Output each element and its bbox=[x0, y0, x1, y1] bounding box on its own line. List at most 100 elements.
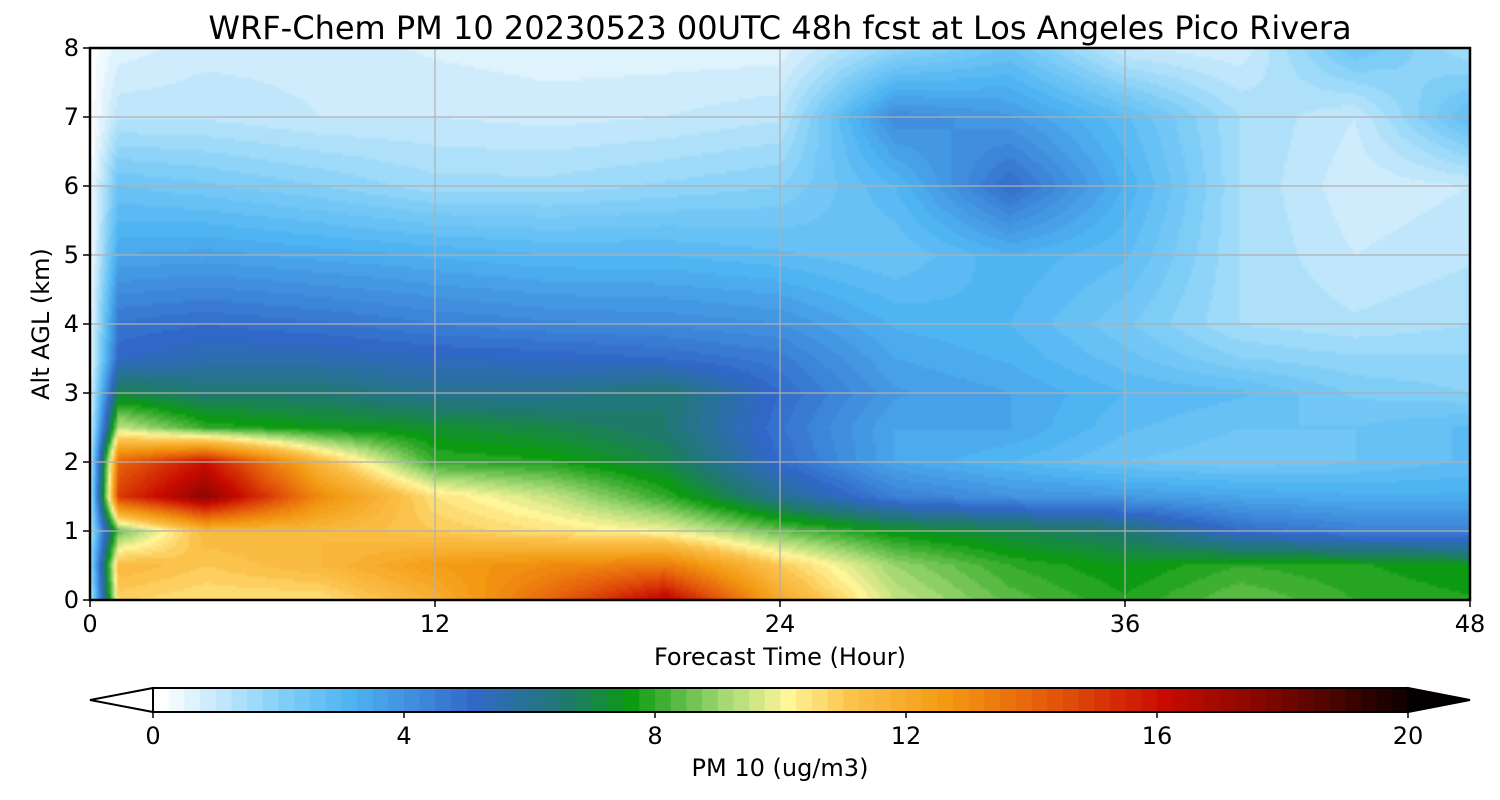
colorbar-swatch bbox=[247, 688, 264, 712]
y-tick-label: 0 bbox=[64, 586, 79, 614]
colorbar-swatch bbox=[655, 688, 672, 712]
colorbar-label: PM 10 (ug/m3) bbox=[692, 754, 869, 782]
colorbar-swatch bbox=[1282, 688, 1299, 712]
colorbar-swatch bbox=[1047, 688, 1064, 712]
colorbar-swatch bbox=[937, 688, 954, 712]
colorbar-swatch bbox=[686, 688, 703, 712]
colorbar-swatch bbox=[1062, 688, 1080, 712]
colorbar-swatch bbox=[513, 688, 531, 712]
colorbar-swatch bbox=[717, 688, 735, 712]
colorbar-swatch bbox=[1078, 688, 1095, 712]
colorbar-swatch bbox=[498, 688, 515, 712]
colorbar-swatch bbox=[780, 688, 797, 712]
colorbar-swatch bbox=[1094, 688, 1111, 712]
colorbar-swatch bbox=[168, 688, 185, 712]
colorbar-swatch bbox=[1015, 688, 1033, 712]
colorbar-tick-label: 8 bbox=[647, 722, 662, 750]
colorbar-swatch bbox=[341, 688, 358, 712]
colorbar-swatch bbox=[278, 688, 295, 712]
colorbar-swatch bbox=[811, 688, 829, 712]
y-tick-label: 7 bbox=[64, 103, 79, 131]
colorbar-swatch bbox=[576, 688, 593, 712]
x-axis-label: Forecast Time (Hour) bbox=[654, 643, 906, 671]
colorbar-swatch bbox=[607, 688, 625, 712]
y-tick-label: 4 bbox=[64, 310, 79, 338]
y-tick-label: 2 bbox=[64, 448, 79, 476]
colorbar-swatch bbox=[827, 688, 844, 712]
colorbar-swatches bbox=[153, 688, 1409, 712]
colorbar-swatch bbox=[309, 688, 327, 712]
chart-title: WRF-Chem PM 10 20230523 00UTC 48h fcst a… bbox=[208, 9, 1351, 47]
colorbar-swatch bbox=[1188, 688, 1205, 712]
x-tick-label: 36 bbox=[1110, 610, 1141, 638]
x-tick-label: 24 bbox=[765, 610, 796, 638]
colorbar-swatch bbox=[231, 688, 248, 712]
colorbar-swatch bbox=[1329, 688, 1346, 712]
colorbar-swatch bbox=[560, 688, 578, 712]
colorbar-swatch bbox=[1204, 688, 1221, 712]
colorbar-tick-label: 16 bbox=[1142, 722, 1173, 750]
colorbar-swatch bbox=[702, 688, 719, 712]
colorbar-swatch bbox=[733, 688, 750, 712]
colorbar-swatch bbox=[435, 688, 452, 712]
colorbar-swatch bbox=[545, 688, 562, 712]
colorbar-swatch bbox=[1376, 688, 1393, 712]
x-tick-label: 48 bbox=[1455, 610, 1486, 638]
colorbar-swatch bbox=[1000, 688, 1017, 712]
colorbar-max-extension bbox=[1407, 686, 1471, 714]
colorbar-swatch bbox=[466, 688, 484, 712]
colorbar-swatch bbox=[984, 688, 1001, 712]
colorbar-swatch bbox=[294, 688, 311, 712]
y-tick-label: 5 bbox=[64, 241, 79, 269]
y-tick-label: 8 bbox=[64, 34, 79, 62]
colorbar-swatch bbox=[388, 688, 405, 712]
colorbar-swatch bbox=[874, 688, 891, 712]
colorbar-swatch bbox=[451, 688, 468, 712]
colorbar-swatch bbox=[325, 688, 342, 712]
colorbar-swatch bbox=[670, 688, 687, 712]
colorbar-swatch bbox=[953, 688, 970, 712]
colorbar-swatch bbox=[639, 688, 656, 712]
colorbar-tick-label: 4 bbox=[396, 722, 411, 750]
y-tick-label: 1 bbox=[64, 517, 79, 545]
colorbar-swatch bbox=[1157, 688, 1174, 712]
colorbar-swatch bbox=[1172, 688, 1189, 712]
x-tick-label: 0 bbox=[82, 610, 97, 638]
colorbar-swatch bbox=[1392, 688, 1409, 712]
colorbar-swatch bbox=[592, 688, 609, 712]
colorbar-swatch bbox=[1360, 688, 1378, 712]
colorbar-swatch bbox=[921, 688, 938, 712]
colorbar-swatch bbox=[858, 688, 876, 712]
y-axis-label: Alt AGL (km) bbox=[27, 248, 55, 400]
y-axis-ticks: 0 1 2 3 4 5 6 7 8 bbox=[64, 34, 90, 614]
colorbar-swatch bbox=[262, 688, 280, 712]
colorbar-swatch bbox=[1266, 688, 1284, 712]
colorbar-swatch bbox=[356, 688, 374, 712]
colorbar-swatch bbox=[200, 688, 217, 712]
colorbar-tick-label: 0 bbox=[145, 722, 160, 750]
colorbar-swatch bbox=[529, 688, 546, 712]
colorbar-ticks: 0 4 8 12 16 20 bbox=[145, 712, 1423, 750]
colorbar-frame bbox=[152, 687, 1409, 713]
colorbar-swatch bbox=[482, 688, 499, 712]
colorbar-swatch bbox=[184, 688, 201, 712]
colorbar-swatch bbox=[1313, 688, 1331, 712]
colorbar-swatch bbox=[1031, 688, 1048, 712]
colorbar-tick-label: 20 bbox=[1393, 722, 1424, 750]
colorbar-swatch bbox=[1298, 688, 1315, 712]
colorbar-swatch bbox=[1125, 688, 1142, 712]
colorbar-swatch bbox=[1345, 688, 1362, 712]
colorbar-swatch bbox=[1251, 688, 1268, 712]
colorbar: 0 4 8 12 16 20 bbox=[89, 686, 1471, 750]
colorbar-swatch bbox=[215, 688, 233, 712]
colorbar-swatch bbox=[623, 688, 640, 712]
x-tick-label: 12 bbox=[420, 610, 451, 638]
colorbar-swatch bbox=[372, 688, 389, 712]
colorbar-swatch bbox=[1219, 688, 1237, 712]
colorbar-tick-label: 12 bbox=[891, 722, 922, 750]
colorbar-swatch bbox=[890, 688, 907, 712]
y-tick-label: 6 bbox=[64, 172, 79, 200]
colorbar-swatch bbox=[906, 688, 923, 712]
